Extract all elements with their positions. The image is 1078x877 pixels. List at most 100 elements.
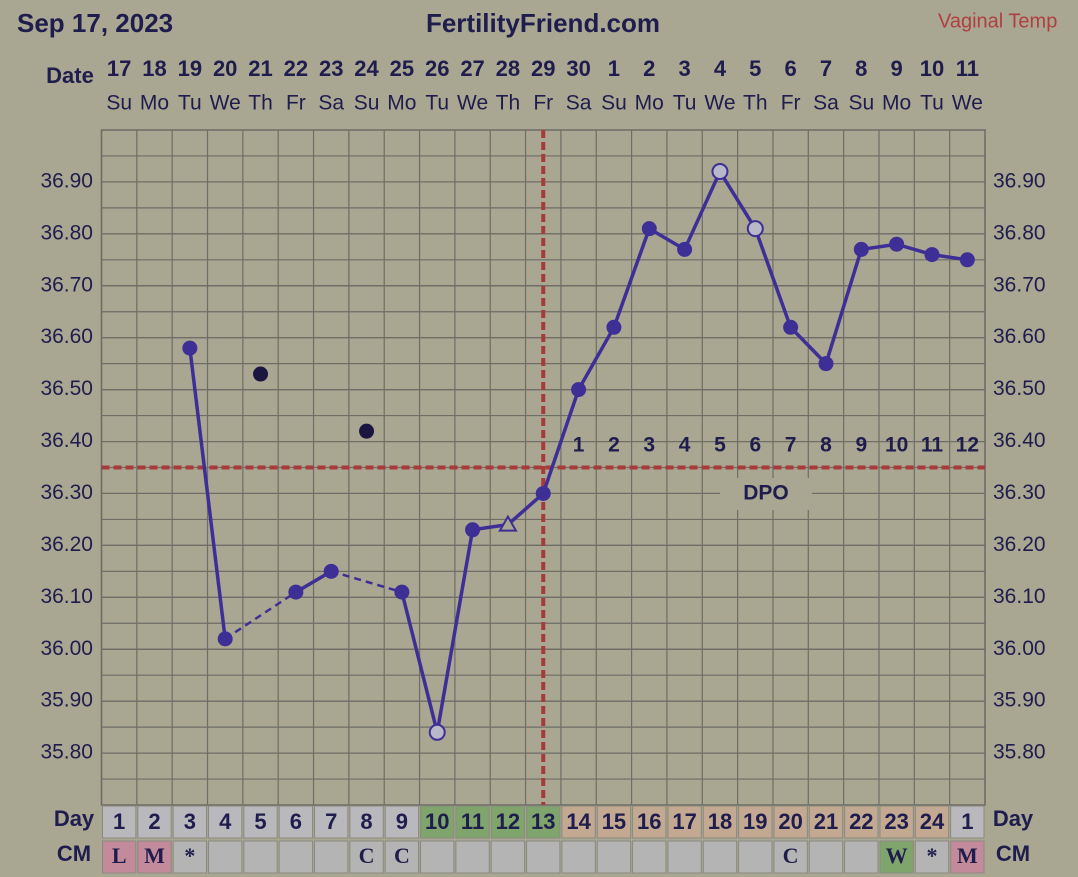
- temp-point: [535, 485, 551, 501]
- dpo-number: 1: [573, 434, 585, 457]
- cm-cell: [278, 840, 314, 874]
- weekday-label: Sa: [566, 92, 592, 115]
- cm-cell: [208, 840, 243, 874]
- cycle-day-cell: [420, 805, 455, 839]
- weekday-label: We: [210, 92, 241, 115]
- y-tick-label: 35.90: [40, 689, 93, 712]
- weekday-label: Mo: [387, 92, 416, 115]
- x-tick-label: 8: [855, 56, 867, 81]
- y-tick-label: 36.80: [40, 221, 93, 244]
- cycle-day-value: 7: [325, 809, 337, 834]
- y2-tick-label: 36.30: [993, 481, 1046, 504]
- temp-line: [188, 347, 227, 640]
- cm-cell: [420, 840, 455, 874]
- y-tick-label: 36.70: [40, 273, 93, 296]
- weekday-label: We: [457, 92, 488, 115]
- cycle-day-cell: [243, 805, 278, 839]
- cycle-day-value: 18: [708, 809, 732, 834]
- y2-tick-label: 36.20: [993, 533, 1046, 556]
- temp-point: [606, 319, 622, 335]
- cycle-day-value: 22: [849, 809, 873, 834]
- cycle-day-value: 11: [461, 809, 484, 834]
- cycle-day-cell: [455, 805, 490, 839]
- weekday-label: Su: [106, 92, 132, 115]
- x-tick-label: 5: [749, 56, 761, 81]
- x-tick-label: 3: [678, 56, 690, 81]
- dpo-box: [720, 478, 812, 510]
- x-tick-label: 11: [956, 56, 979, 81]
- cm-cell: [667, 840, 702, 874]
- dpo-number: 4: [679, 434, 691, 457]
- cycle-day-value: 23: [884, 809, 908, 834]
- y-tick-label: 36.50: [40, 377, 93, 400]
- cycle-day-value: 6: [290, 809, 302, 834]
- temp-point: [288, 584, 304, 600]
- cycle-day-cell: [137, 805, 172, 839]
- cycle-day-cell: [102, 805, 137, 839]
- cm-cell: [738, 840, 773, 874]
- cycle-day-value: 21: [814, 809, 838, 834]
- cycle-day-cell: [349, 805, 384, 839]
- cycle-day-value: 4: [219, 809, 232, 834]
- y2-tick-label: 36.90: [993, 169, 1046, 192]
- x-tick-label: 23: [319, 56, 343, 81]
- cycle-day-label-right: Day: [993, 806, 1034, 831]
- cm-label-right: CM: [996, 841, 1030, 866]
- temp-point: [498, 514, 518, 532]
- chart-date: Sep 17, 2023: [17, 8, 173, 38]
- cm-value: C: [783, 843, 799, 868]
- cm-value: *: [184, 843, 195, 868]
- dpo-number: 2: [608, 434, 620, 457]
- cycle-day-cell: [738, 805, 773, 839]
- cycle-day-cell: [561, 805, 596, 839]
- cm-cell: [808, 840, 844, 874]
- cycle-day-cell: [384, 805, 420, 839]
- weekday-label: Fr: [533, 92, 553, 115]
- cycle-day-cell: [914, 805, 950, 839]
- cm-cell: [137, 840, 172, 874]
- cm-value: *: [926, 843, 937, 868]
- y2-tick-label: 36.10: [993, 585, 1046, 608]
- temp-point: [746, 220, 764, 238]
- cm-cell: [102, 840, 137, 874]
- cm-value: W: [886, 843, 908, 868]
- temp-point: [394, 584, 410, 600]
- temp-point: [641, 221, 657, 237]
- cycle-day-cell: [632, 805, 667, 839]
- x-tick-label: 25: [390, 56, 414, 81]
- y2-tick-label: 36.60: [993, 325, 1046, 348]
- dpo-number: 3: [643, 434, 655, 457]
- x-tick-label: 6: [785, 56, 797, 81]
- y2-tick-label: 35.90: [993, 689, 1046, 712]
- temp-point: [924, 247, 940, 263]
- cm-cell: [632, 840, 667, 874]
- cycle-day-value: 20: [778, 809, 802, 834]
- x-tick-label: 20: [213, 56, 237, 81]
- cm-cell: [702, 840, 738, 874]
- cm-cell: [526, 840, 561, 874]
- x-tick-label: 30: [566, 56, 590, 81]
- cm-cell: [243, 840, 278, 874]
- x-tick-label: 18: [142, 56, 166, 81]
- cm-cell: [455, 840, 490, 874]
- temp-point: [959, 252, 975, 268]
- cycle-day-value: 5: [254, 809, 266, 834]
- weekday-label: Th: [496, 92, 521, 115]
- discarded-point: [253, 366, 269, 382]
- cycle-day-value: 16: [637, 809, 661, 834]
- dpo-number: 10: [885, 434, 908, 457]
- temp-type: Vaginal Temp: [938, 10, 1057, 32]
- y2-tick-label: 36.50: [993, 377, 1046, 400]
- cm-cell: [349, 840, 384, 874]
- y-tick-label: 35.80: [40, 741, 93, 764]
- cycle-day-cell: [879, 805, 914, 839]
- weekday-label: Su: [601, 92, 627, 115]
- x-tick-label: 17: [107, 56, 131, 81]
- temp-point: [818, 356, 834, 372]
- cycle-day-cell: [950, 805, 985, 839]
- x-tick-label: 21: [248, 56, 272, 81]
- cycle-day-value: 3: [184, 809, 196, 834]
- x-tick-label: 4: [714, 56, 727, 81]
